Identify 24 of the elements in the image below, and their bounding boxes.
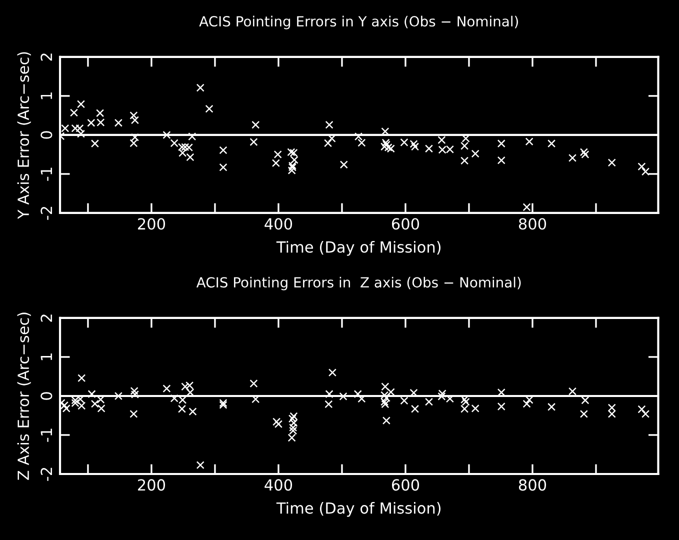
x-tick-label: 400 <box>264 479 292 491</box>
x-tick-label: 200 <box>138 479 166 491</box>
y-axis-title: Y Axis Error (Arc−sec) <box>17 52 31 220</box>
x-tick-label: 800 <box>518 479 546 491</box>
chart-title: ACIS Pointing Errors in Y axis (Obs − Nominal) <box>199 16 518 30</box>
y-tick-label: 0 <box>40 392 52 400</box>
x-axis-title: Time (Day of Mission) <box>276 502 441 517</box>
y-tick-label: 2 <box>40 314 52 322</box>
y-tick-label: 0 <box>40 131 52 139</box>
y-tick-label: -1 <box>40 428 52 442</box>
y-tick-label: -2 <box>40 206 52 220</box>
x-tick-label: 800 <box>518 218 546 230</box>
x-tick-label: 400 <box>264 218 292 230</box>
chart-title: ACIS Pointing Errors in Z axis (Obs − Nominal) <box>196 276 521 290</box>
y-axis-title: Z Axis Error (Arc−sec) <box>17 312 31 480</box>
y-tick-label: 2 <box>40 54 52 61</box>
x-tick-label: 200 <box>138 218 166 230</box>
y-tick-label: 1 <box>40 92 52 100</box>
y-tick-label: -1 <box>40 168 52 181</box>
y-tick-label: 1 <box>40 354 52 360</box>
x-tick-label: 600 <box>392 479 420 491</box>
x-axis-title: Time (Day of Mission) <box>276 240 441 256</box>
x-tick-label: 600 <box>392 218 420 230</box>
y-tick-label: -2 <box>40 468 52 481</box>
